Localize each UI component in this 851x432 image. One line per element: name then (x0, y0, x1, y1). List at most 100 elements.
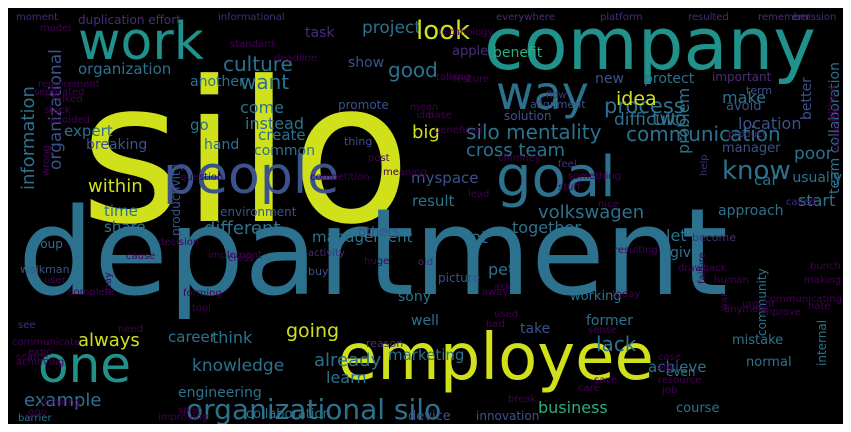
cloud-word: moment (16, 12, 59, 23)
cloud-word: example (24, 390, 102, 411)
cloud-word: communicate (12, 337, 81, 348)
cloud-word: time (104, 202, 138, 220)
cloud-word: scarce (16, 352, 49, 363)
cloud-word: chimney (498, 153, 541, 164)
cloud-word: lot (466, 228, 488, 248)
cloud-word: anymore (724, 304, 769, 315)
cloud-word: one (38, 336, 132, 394)
cloud-word: learn (326, 368, 367, 387)
cloud-word: used (494, 309, 519, 320)
cloud-word: expo (28, 347, 53, 358)
cloud-word: hate (808, 301, 831, 312)
cloud-word: protect (644, 71, 695, 87)
cloud-word: communicating (764, 294, 842, 305)
cloud-word: share (104, 218, 146, 236)
cloud-word: break (508, 394, 537, 405)
cloud-word: device (408, 409, 451, 424)
cloud-word: important (712, 70, 772, 84)
cloud-word: career (168, 328, 216, 346)
cloud-word: problem (674, 87, 693, 154)
cloud-word: making (804, 275, 842, 286)
cloud-word: hand (204, 137, 240, 153)
cloud-word: walkman (20, 263, 70, 276)
cloud-word: department (18, 184, 728, 323)
cloud-word: course (676, 401, 720, 416)
cloud-word: approach (718, 203, 784, 219)
cloud-word: avoided (50, 115, 90, 126)
cloud-word: expert (64, 122, 113, 140)
cloud-word: give (670, 245, 700, 261)
cloud-word: feel (558, 159, 577, 170)
cloud-word: make (722, 88, 766, 107)
cloud-word: idea (616, 88, 657, 110)
cloud-word: others (358, 225, 400, 240)
cloud-word: benefit (493, 45, 543, 61)
cloud-word: old (418, 257, 434, 268)
cloud-word: spec (178, 405, 202, 416)
cloud-word: stack (44, 105, 71, 116)
cloud-word: improve (760, 307, 801, 318)
cloud-word: talked (52, 94, 83, 105)
cloud-word: huge (364, 256, 390, 267)
cloud-word: think (212, 328, 253, 347)
cloud-word: instead (245, 114, 304, 133)
cloud-word: result (412, 192, 455, 210)
cloud-word: bad (486, 319, 505, 330)
cloud-word: barrier (18, 413, 52, 424)
cloud-word: mistake (732, 333, 784, 348)
cloud-word: lead (468, 189, 490, 200)
cloud-word: engineering (178, 385, 262, 401)
cloud-word: always (78, 330, 140, 351)
cloud-word: another (190, 74, 245, 90)
cloud-word: standard (230, 39, 275, 50)
cloud-word: cause (126, 251, 156, 262)
cloud-word: avoid (726, 99, 762, 114)
cloud-word: improving (158, 412, 209, 423)
cloud-word: task (305, 25, 335, 41)
cloud-word: organizational silo (186, 393, 442, 424)
cloud-word: audience (831, 107, 842, 153)
cloud-word: resource (658, 375, 702, 386)
cloud-word: complete (68, 287, 115, 298)
cloud-word: mean (410, 102, 439, 113)
cloud-word: nice (598, 199, 619, 210)
cloud-word: apple (452, 44, 489, 59)
cloud-word: process (604, 94, 685, 118)
cloud-word: company (484, 8, 816, 86)
word-cloud: silo department company employee people goal w… (8, 8, 843, 424)
cloud-word: poor (794, 144, 833, 164)
cloud-word: away (482, 287, 509, 298)
cloud-word: together (512, 218, 581, 237)
cloud-word: product (728, 129, 767, 140)
cloud-word: innovation (476, 409, 540, 423)
cloud-word: cross (228, 253, 254, 264)
cloud-word: start (798, 191, 836, 210)
cloud-word: communication (626, 122, 781, 146)
cloud-word: within (88, 176, 143, 197)
cloud-word: myspace (411, 169, 479, 187)
cloud-word: difficult (614, 110, 678, 130)
cloud-word: achieving (16, 357, 65, 368)
cloud-word: let (666, 226, 687, 245)
cloud-word: human (714, 275, 749, 286)
cloud-word: failure (697, 252, 708, 284)
cloud-word: going (286, 320, 340, 342)
cloud-word: something (568, 171, 621, 182)
cloud-word: duplication effort (78, 13, 181, 27)
cloud-word: better (799, 77, 815, 120)
cloud-word: buy (308, 265, 329, 278)
cloud-word: already (314, 350, 382, 371)
cloud-word: tool (192, 303, 211, 314)
cloud-word: group (28, 237, 63, 251)
cloud-word: meaning (383, 167, 427, 178)
cloud-word: silo (80, 40, 411, 268)
cloud-word: decision (158, 237, 200, 248)
cloud-word: create (258, 126, 306, 144)
cloud-word: term (746, 84, 773, 97)
cloud-word: sense (588, 325, 618, 336)
cloud-word: employee (338, 321, 654, 395)
cloud-word: silo mentality (466, 120, 602, 144)
cloud-word: breaking (86, 137, 148, 153)
cloud-word: platform (600, 12, 643, 23)
cloud-word: resulting (614, 245, 658, 256)
